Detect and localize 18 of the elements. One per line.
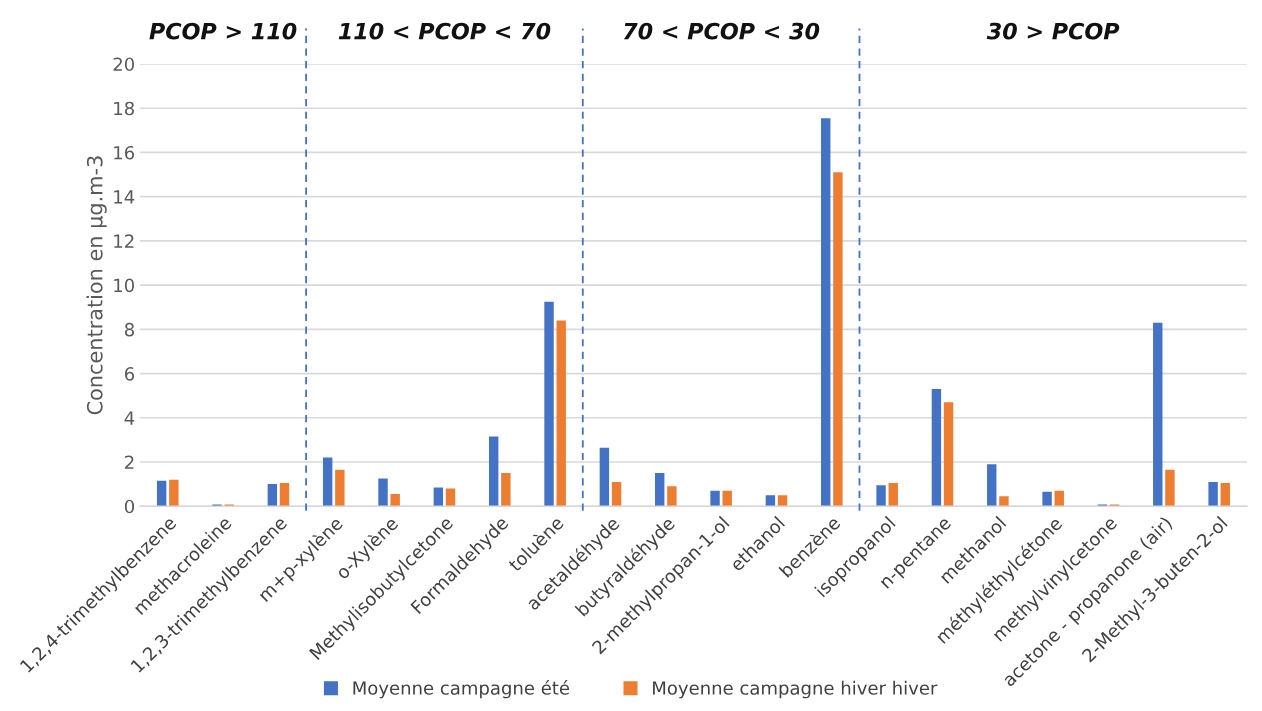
y-tick-label: 12 [114,234,134,248]
y-tick-label: 20 [113,57,135,72]
legend-label: Moyenne campagne été [353,680,570,699]
text: 110 < PCOP < 70 [338,22,551,40]
y-axis-title: Concentration en µg.m-3 [86,156,107,415]
y-tick-label: 18 [114,101,134,116]
y-tick-label: 8 [124,322,134,337]
text: 70 < PCOP < 30 [623,22,820,40]
y-tick-label: 14 [114,190,135,204]
legend-label: Moyenne campagne hiver hiver [653,680,938,699]
y-tick-label: 6 [124,367,135,381]
text: 30 > PCOP [986,22,1120,40]
y-tick-label: 2 [125,455,134,469]
text: PCOP > 110 [149,22,297,40]
y-tick-label: 0 [124,499,135,514]
y-tick-label: 4 [124,411,135,425]
y-tick-label: 16 [114,145,135,160]
y-tick-label: 10 [114,278,135,293]
